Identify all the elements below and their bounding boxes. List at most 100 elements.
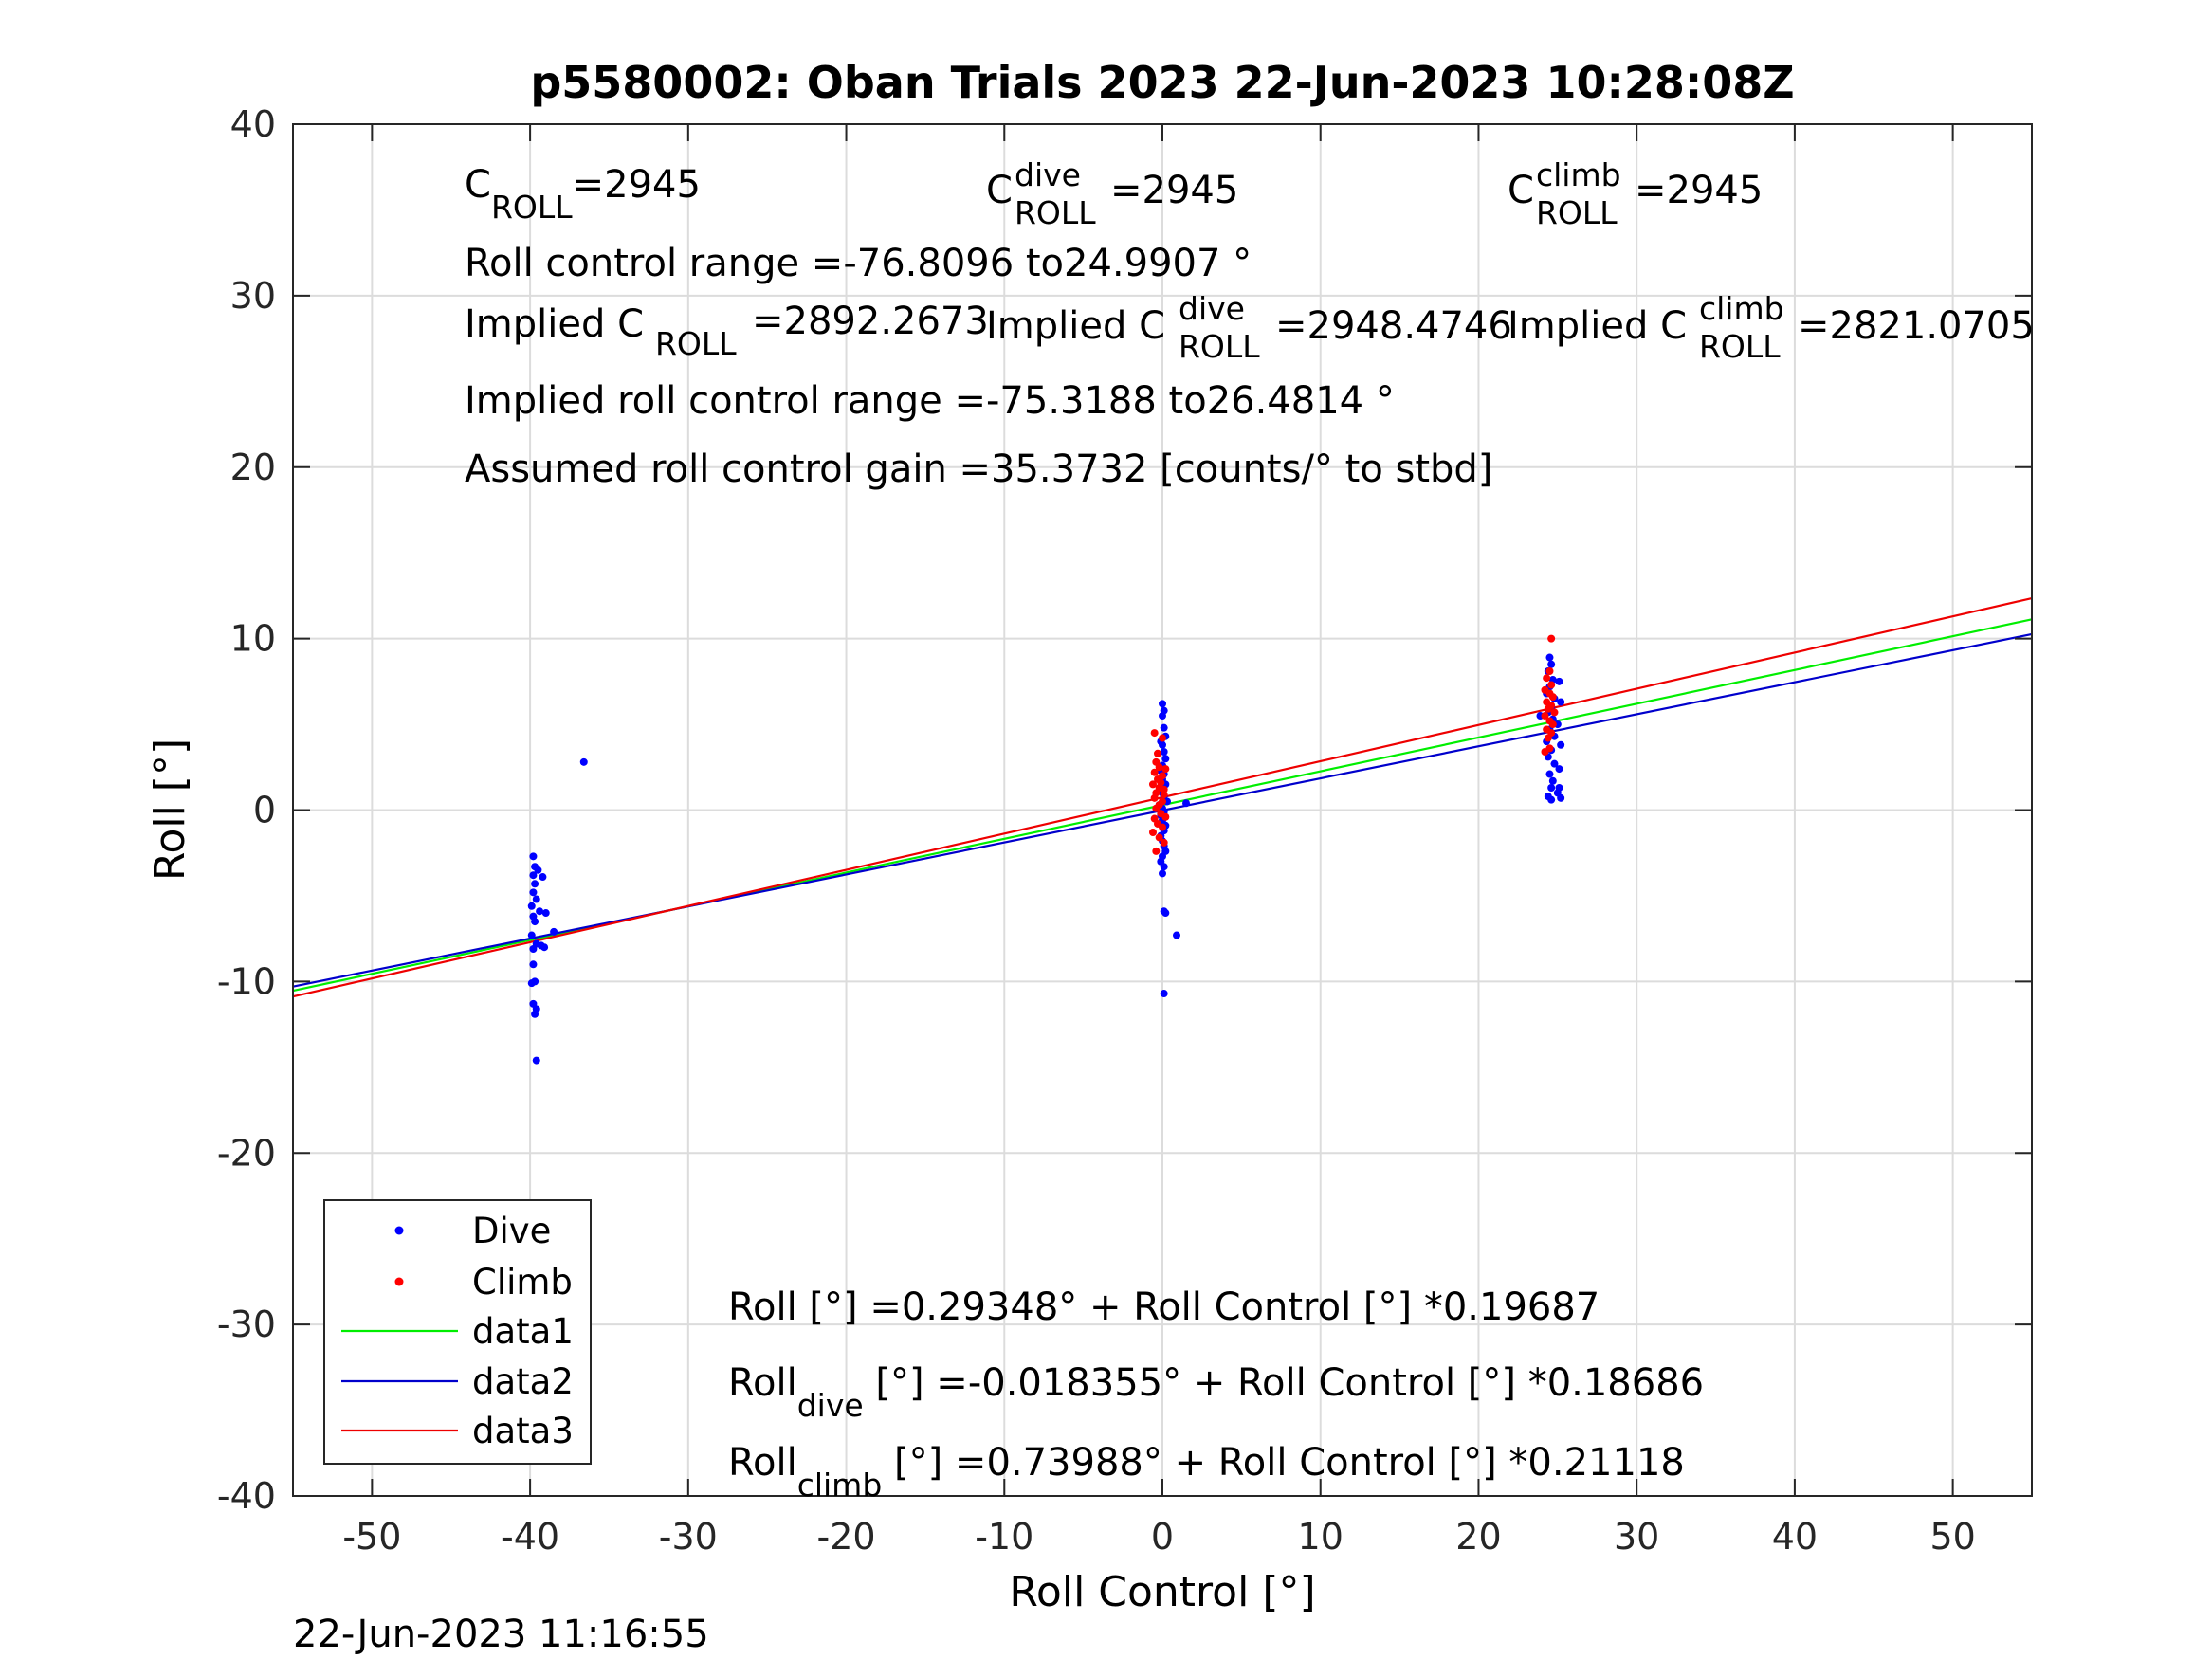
equation-dive-sub: dive — [797, 1387, 864, 1424]
x-axis-label: Roll Control [°] — [1009, 1568, 1315, 1616]
point-climb — [1541, 712, 1549, 720]
point-climb — [1148, 829, 1157, 837]
point-dive — [527, 979, 536, 988]
point-dive — [529, 871, 538, 880]
point-dive — [1555, 783, 1563, 792]
c-roll-dive-base: C — [986, 169, 1013, 212]
point-climb — [1161, 765, 1170, 774]
equation-climb-sub: climb — [797, 1467, 883, 1504]
point-dive — [1182, 799, 1191, 808]
x-tick-label: 30 — [1614, 1516, 1659, 1558]
x-tick-label: 0 — [1151, 1516, 1174, 1558]
legend-label-data2: data2 — [472, 1361, 574, 1402]
point-dive — [531, 880, 539, 888]
equation-dive-roll: Roll — [728, 1361, 797, 1405]
point-dive — [1550, 759, 1559, 768]
point-dive — [529, 960, 538, 969]
roll-control-range: Roll control range =-76.8096 to24.9907 ° — [465, 242, 1252, 285]
point-dive — [1548, 776, 1557, 785]
implied-c-roll-base: Implied C — [465, 302, 644, 346]
point-dive — [539, 873, 547, 882]
x-tick-label: 20 — [1455, 1516, 1501, 1558]
implied-c-roll-dive-sub: ROLL — [1179, 328, 1260, 365]
point-dive — [527, 931, 536, 939]
y-axis-label: Roll [°] — [146, 738, 194, 881]
y-tick-label: 40 — [230, 103, 276, 145]
c-roll-dive-sup: dive — [1015, 156, 1081, 193]
point-climb — [1548, 720, 1557, 729]
timestamp: 22-Jun-2023 11:16:55 — [293, 1613, 709, 1656]
legend-label-climb: Climb — [472, 1262, 573, 1303]
point-dive — [1160, 748, 1168, 757]
point-climb — [1150, 793, 1159, 802]
c-roll-climb-sup: climb — [1536, 156, 1621, 193]
c-roll-climb-sub: ROLL — [1536, 194, 1618, 231]
svg-text:Rollclimb [°] =0.73988° + Roll: Rollclimb [°] =0.73988° + Roll Control [… — [728, 1441, 1685, 1504]
c-roll-dive-sub: ROLL — [1015, 194, 1096, 231]
point-climb — [1547, 681, 1556, 689]
c-roll-value: =2945 — [573, 163, 701, 207]
legend: Dive Climb data1 data2 data3 — [323, 1199, 592, 1465]
x-tick-label: 50 — [1929, 1516, 1975, 1558]
point-dive — [540, 943, 549, 952]
implied-c-roll-climb-sup: climb — [1699, 290, 1784, 327]
c-roll-base: C — [465, 163, 491, 207]
implied-c-roll-climb-base: Implied C — [1508, 304, 1687, 348]
point-climb — [1545, 666, 1554, 675]
implied-c-roll-dive-sup: dive — [1179, 290, 1245, 327]
y-tick-label: 0 — [253, 790, 276, 831]
point-dive — [534, 866, 542, 874]
point-climb — [1150, 729, 1159, 738]
y-tick-label: -10 — [217, 960, 276, 1002]
point-dive — [529, 945, 538, 954]
c-roll-sub: ROLL — [491, 189, 573, 226]
equation-climb-roll: Roll — [728, 1441, 797, 1485]
point-dive — [1159, 869, 1166, 878]
point-climb — [1160, 838, 1168, 847]
point-dive — [529, 888, 538, 897]
point-climb — [1157, 778, 1165, 787]
y-tick-label: 10 — [230, 618, 276, 660]
point-dive — [1555, 765, 1563, 774]
annotations-equations: Roll [°] =0.29348° + Roll Control [°] *0… — [728, 1285, 1704, 1504]
c-roll-climb-value: =2945 — [1635, 169, 1763, 212]
y-tick-label: -30 — [217, 1304, 276, 1345]
legend-label-dive: Dive — [472, 1211, 551, 1251]
point-climb — [1541, 748, 1549, 757]
y-tick-label: -20 — [217, 1132, 276, 1174]
point-dive — [532, 895, 540, 903]
legend-marker-dive — [394, 1226, 404, 1235]
point-climb — [1543, 674, 1551, 683]
point-climb — [1550, 708, 1559, 717]
y-tick-label: -40 — [217, 1475, 276, 1517]
point-dive — [536, 907, 544, 916]
point-climb — [1150, 768, 1159, 776]
point-climb — [1155, 763, 1163, 772]
implied-c-roll-dive-base: Implied C — [986, 304, 1165, 348]
implied-c-roll-climb-value: =2821.0705 — [1798, 304, 2035, 348]
point-dive — [541, 909, 550, 918]
chart-title: p5580002: Oban Trials 2023 22-Jun-2023 1… — [530, 57, 1794, 108]
point-climb — [1159, 734, 1166, 742]
data-points — [527, 634, 1565, 1065]
tick-labels: -50 -40 -30 -20 -10 0 10 20 30 40 50 -40 -30 -20 -10 0 1… — [217, 103, 1976, 1558]
point-dive — [1161, 755, 1170, 763]
x-tick-label: -20 — [817, 1516, 876, 1558]
y-tick-label: 20 — [230, 447, 276, 488]
point-dive — [1160, 723, 1168, 732]
equation-dive-rest: [°] =-0.018355° + Roll Control [°] *0.18… — [864, 1361, 1704, 1405]
svg-text:CROLL=2945: CROLL=2945 — [465, 163, 701, 226]
x-tick-label: 10 — [1298, 1516, 1344, 1558]
point-climb — [1152, 847, 1161, 855]
point-climb — [1160, 791, 1168, 799]
point-dive — [1555, 677, 1563, 685]
point-dive — [532, 1056, 540, 1065]
point-dive — [529, 852, 538, 861]
point-dive — [527, 902, 536, 910]
point-dive — [1545, 770, 1554, 778]
point-dive — [1545, 653, 1554, 662]
point-climb — [1148, 780, 1157, 789]
x-tick-label: -40 — [501, 1516, 559, 1558]
equation-climb-rest: [°] =0.73988° + Roll Control [°] *0.2111… — [882, 1441, 1685, 1485]
